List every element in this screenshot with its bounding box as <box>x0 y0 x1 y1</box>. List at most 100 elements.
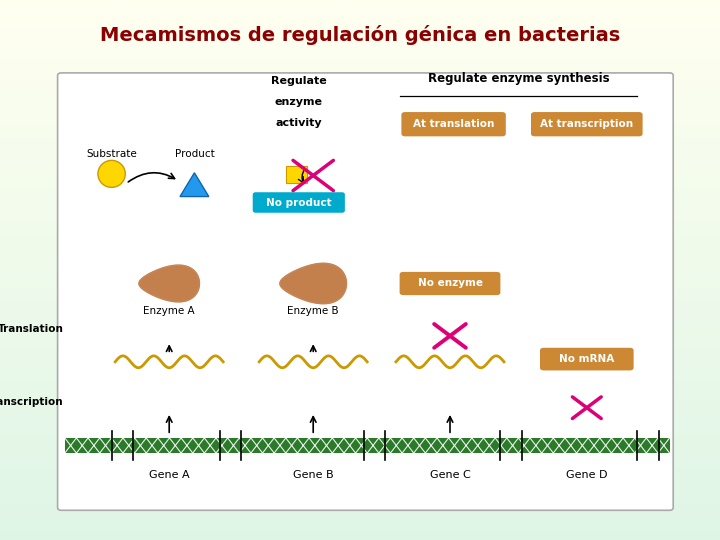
Bar <box>0 247 720 252</box>
Bar <box>0 108 720 112</box>
Bar <box>0 536 720 540</box>
Polygon shape <box>139 265 199 302</box>
Bar <box>0 202 720 207</box>
Bar <box>0 94 720 99</box>
Bar <box>0 198 720 202</box>
Bar <box>0 504 720 509</box>
Text: activity: activity <box>276 118 322 128</box>
Bar <box>0 45 720 50</box>
Text: Enzyme A: Enzyme A <box>143 306 195 315</box>
Bar <box>0 315 720 320</box>
Bar <box>0 324 720 328</box>
Bar <box>0 9 720 14</box>
Bar <box>0 284 720 288</box>
Bar <box>0 4 720 9</box>
Bar <box>0 36 720 40</box>
Bar <box>0 122 720 126</box>
Bar <box>0 230 720 234</box>
Bar <box>0 23 720 27</box>
Bar <box>0 517 720 522</box>
Bar <box>0 455 720 459</box>
Bar <box>0 274 720 279</box>
Text: Mecamismos de regulación génica en bacterias: Mecamismos de regulación génica en bacte… <box>100 25 620 45</box>
Bar <box>0 409 720 414</box>
Text: Gene A: Gene A <box>149 470 189 480</box>
Bar <box>0 234 720 239</box>
Bar <box>0 369 720 374</box>
Text: Translation: Translation <box>0 325 63 334</box>
Bar <box>0 0 720 4</box>
Bar <box>0 355 720 360</box>
Bar <box>0 166 720 171</box>
Bar <box>0 266 720 270</box>
Bar <box>0 522 720 526</box>
Bar <box>0 333 720 338</box>
Bar <box>0 338 720 342</box>
Bar <box>0 158 720 162</box>
Bar <box>0 153 720 158</box>
Bar <box>0 131 720 135</box>
Bar <box>0 414 720 418</box>
Text: No product: No product <box>266 198 332 207</box>
Bar <box>0 225 720 229</box>
Bar <box>0 58 720 63</box>
Bar <box>0 392 720 396</box>
Bar <box>0 68 720 72</box>
Bar <box>0 441 720 445</box>
Text: Regulate: Regulate <box>271 76 327 86</box>
FancyBboxPatch shape <box>402 112 505 136</box>
Bar <box>0 495 720 500</box>
FancyBboxPatch shape <box>253 192 345 213</box>
Bar <box>0 243 720 247</box>
Text: enzyme: enzyme <box>275 97 323 107</box>
Bar <box>0 90 720 94</box>
Bar <box>0 310 720 315</box>
Bar <box>0 450 720 455</box>
Bar <box>0 135 720 139</box>
Bar <box>0 423 720 428</box>
Bar <box>0 351 720 355</box>
FancyBboxPatch shape <box>540 348 634 370</box>
Polygon shape <box>180 173 209 197</box>
Bar <box>0 401 720 405</box>
Bar <box>0 252 720 256</box>
Text: At translation: At translation <box>413 119 495 129</box>
Bar <box>0 342 720 347</box>
FancyBboxPatch shape <box>531 112 643 136</box>
Bar <box>0 320 720 324</box>
Bar <box>0 288 720 293</box>
Bar <box>0 490 720 495</box>
Bar <box>0 216 720 220</box>
Bar <box>0 14 720 18</box>
Bar <box>0 364 720 369</box>
Bar <box>0 112 720 117</box>
Bar <box>0 418 720 423</box>
Bar <box>0 360 720 364</box>
Bar <box>65 438 670 453</box>
Bar <box>0 463 720 468</box>
Bar <box>0 148 720 153</box>
Bar <box>0 212 720 216</box>
Text: No mRNA: No mRNA <box>559 354 614 364</box>
Bar <box>0 486 720 490</box>
Bar <box>0 171 720 176</box>
Polygon shape <box>280 264 346 303</box>
Text: At transcription: At transcription <box>540 119 634 129</box>
Bar <box>0 162 720 166</box>
Bar <box>0 306 720 310</box>
Bar <box>0 85 720 90</box>
Bar <box>0 432 720 436</box>
Bar <box>0 446 720 450</box>
Bar <box>0 297 720 301</box>
Bar <box>0 207 720 212</box>
Bar <box>0 54 720 58</box>
Bar <box>0 220 720 225</box>
Bar <box>0 117 720 122</box>
Polygon shape <box>139 265 199 302</box>
Bar <box>0 477 720 482</box>
Bar <box>0 18 720 23</box>
Bar <box>0 27 720 31</box>
Text: Gene C: Gene C <box>430 470 470 480</box>
Bar <box>0 77 720 81</box>
Bar <box>0 185 720 189</box>
